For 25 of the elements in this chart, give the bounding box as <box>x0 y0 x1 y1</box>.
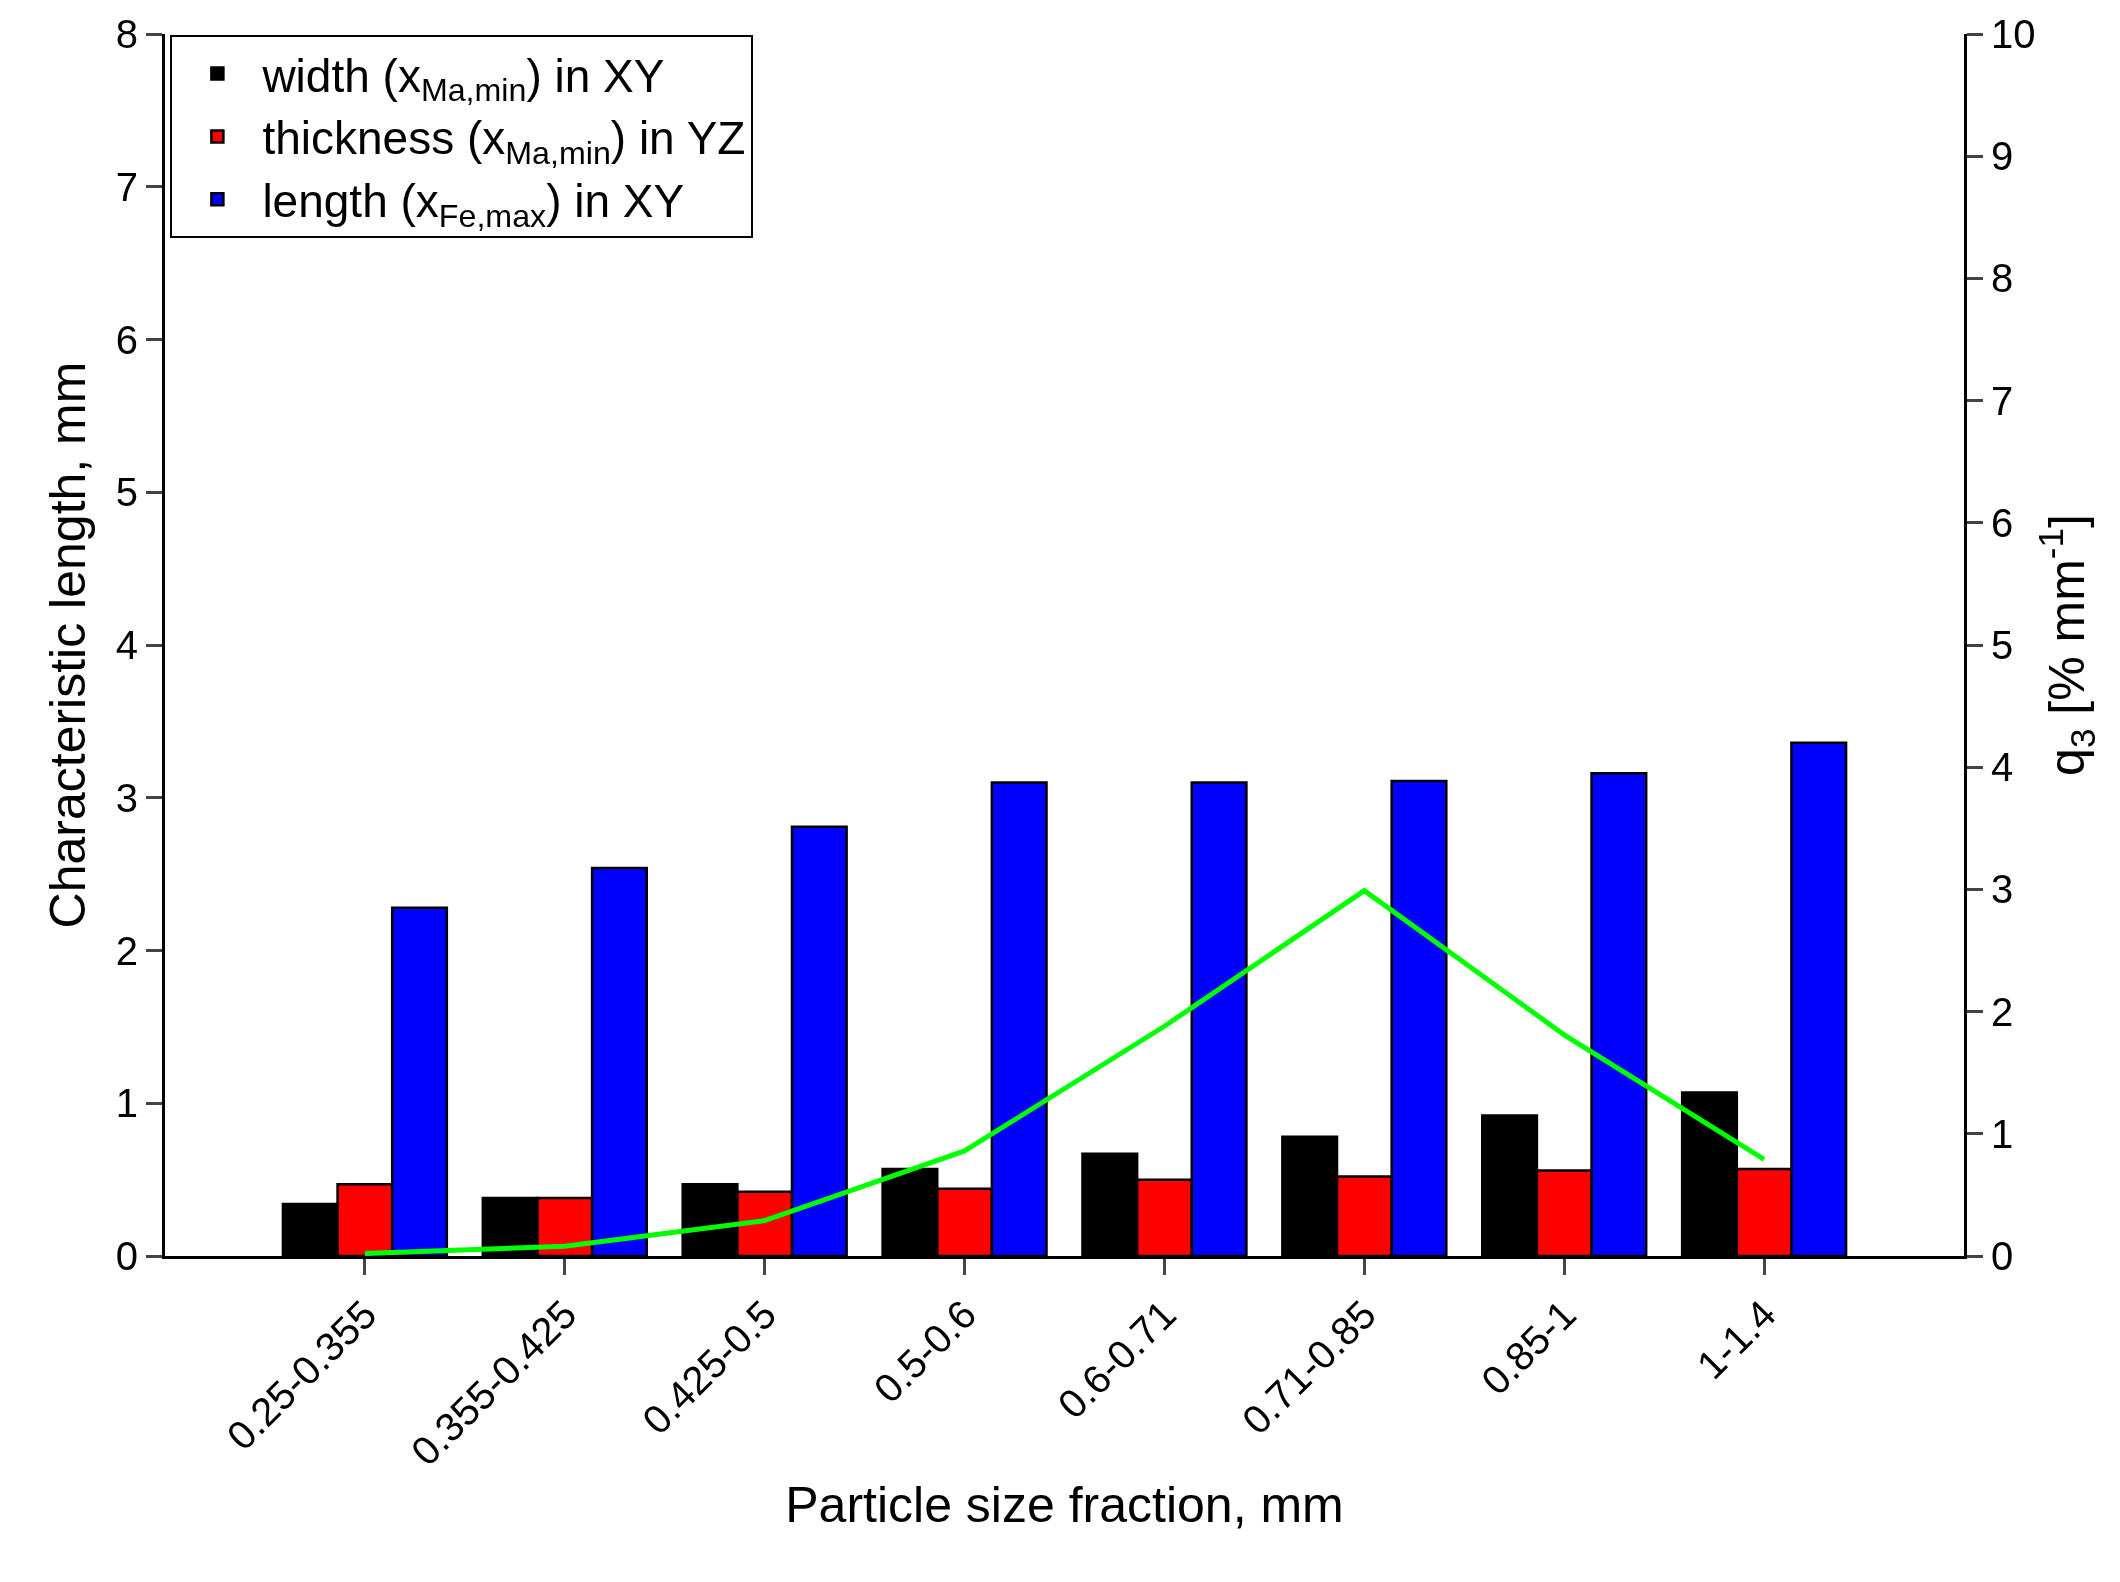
legend-label: thickness (x$_{Ma,min}$) in YZ <box>262 112 746 172</box>
y-tick-label: 6 <box>115 317 138 362</box>
y-tick-label: 5 <box>115 470 138 515</box>
y-tick-label: 4 <box>115 623 138 667</box>
y-tick-label: 8 <box>115 12 138 56</box>
y2-tick-label: 10 <box>1991 12 2036 56</box>
y-tick-label: 7 <box>115 164 138 209</box>
y-axis-title: Characteristic length, mm <box>39 361 96 929</box>
legend-label: length (x$_{Fe,max}$) in XY <box>262 175 685 234</box>
y2-tick-label: 8 <box>1991 256 2014 301</box>
y2-tick-label: 7 <box>1991 378 2014 423</box>
x-axis-title: Particle size fraction, mm <box>785 1477 1344 1534</box>
y2-tick-label: 5 <box>1991 623 2014 667</box>
y2-tick-label: 4 <box>1991 745 2014 790</box>
y-tick-label: 1 <box>115 1081 138 1126</box>
y-tick-label: 3 <box>115 775 138 820</box>
legend-label: width (x$_{Ma,min}$) in XY <box>261 49 665 109</box>
y-tick-label: 0 <box>115 1234 138 1278</box>
y2-tick-label: 2 <box>1991 989 2014 1034</box>
y2-tick-label: 9 <box>1991 134 2014 179</box>
y2-tick-label: 6 <box>1991 500 2014 545</box>
y2-tick-label: 1 <box>1991 1111 2014 1156</box>
y-tick-label: 2 <box>115 928 138 973</box>
y2-tick-label: 3 <box>1991 867 2014 912</box>
y2-tick-label: 0 <box>1991 1234 2014 1278</box>
